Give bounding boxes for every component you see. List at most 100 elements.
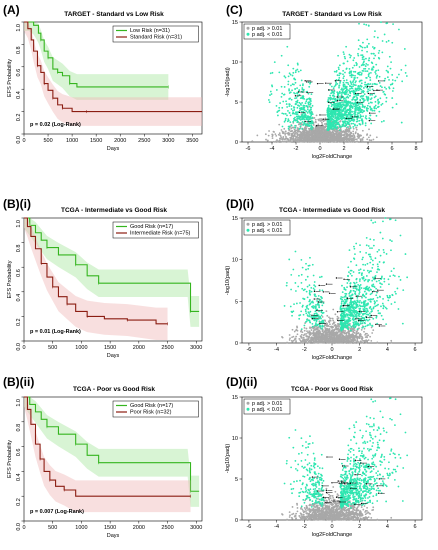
point-nonsignificant (325, 334, 328, 337)
point-significant (383, 93, 386, 95)
point-nonsignificant (361, 138, 364, 141)
point-nonsignificant (283, 132, 285, 135)
point-significant (362, 115, 365, 118)
point-significant (368, 72, 371, 75)
point-significant (330, 122, 333, 125)
point-significant (381, 40, 384, 42)
point-significant (373, 106, 376, 109)
point-significant (332, 97, 335, 100)
point-nonsignificant (312, 134, 315, 137)
point-significant (348, 110, 351, 113)
point-nonsignificant (309, 140, 312, 143)
point-nonsignificant (314, 328, 317, 330)
point-significant (287, 80, 290, 83)
point-nonsignificant (335, 141, 338, 143)
point-nonsignificant (310, 139, 313, 142)
point-nonsignificant (304, 133, 307, 136)
chart-Di: -6 -4 -2 0 2 4 6051015log2FoldChange-log10(pad… (225, 216, 423, 361)
point-significant (380, 120, 383, 123)
point-nonsignificant (314, 120, 317, 123)
point-nonsignificant (315, 126, 318, 129)
point-nonsignificant (296, 333, 299, 336)
point-nonsignificant (356, 341, 359, 344)
point-significant (352, 59, 355, 62)
point-nonsignificant (345, 132, 348, 135)
point-nonsignificant (369, 335, 372, 338)
x-axis-label: Days (107, 533, 120, 539)
point-nonsignificant (355, 126, 357, 129)
point-nonsignificant (321, 315, 324, 318)
point-significant (373, 47, 376, 50)
point-nonsignificant (341, 131, 344, 134)
point-nonsignificant (303, 339, 305, 342)
point-significant (364, 67, 367, 70)
point-significant (343, 116, 346, 119)
point-significant (358, 280, 361, 282)
point-significant (352, 122, 355, 125)
point-significant (358, 119, 361, 122)
point-significant (337, 116, 340, 119)
point-significant (385, 100, 388, 103)
point-significant (309, 108, 312, 111)
point-nonsignificant (266, 139, 269, 142)
point-significant (363, 93, 366, 96)
point-nonsignificant (312, 124, 315, 126)
point-significant (308, 97, 311, 100)
y-tick-label: 0.0 (16, 136, 22, 144)
legend-box (112, 221, 199, 239)
point-nonsignificant (271, 137, 274, 139)
point-nonsignificant (304, 129, 307, 132)
point-significant (349, 100, 351, 103)
point-significant (298, 109, 301, 112)
point-nonsignificant (349, 327, 352, 330)
y-tick-label: 1.0 (16, 399, 22, 407)
point-nonsignificant (281, 140, 284, 143)
point-significant (294, 124, 297, 127)
x-tick-label: 0 (22, 345, 25, 351)
point-nonsignificant (370, 139, 373, 142)
point-nonsignificant (339, 120, 341, 123)
point-significant (347, 114, 349, 116)
point-significant (387, 39, 390, 42)
point-significant (269, 90, 272, 93)
point-significant (290, 84, 292, 87)
point-significant (382, 90, 385, 93)
point-significant (282, 100, 285, 103)
point-significant (339, 101, 342, 104)
point-significant (404, 253, 407, 255)
point-nonsignificant (276, 139, 278, 141)
point-significant (289, 97, 291, 100)
x-tick-label: 8 (414, 146, 417, 152)
y-tick-label: 0.2 (16, 318, 22, 326)
point-nonsignificant (322, 340, 325, 343)
point-significant (339, 98, 341, 101)
point-significant (290, 108, 293, 110)
point-nonsignificant (295, 328, 298, 331)
point-significant (361, 322, 364, 324)
point-significant (388, 86, 391, 89)
point-significant (301, 101, 304, 104)
point-significant (373, 57, 375, 60)
point-significant (296, 119, 298, 122)
point-significant (379, 97, 382, 100)
point-significant (354, 74, 356, 77)
point-significant (301, 128, 304, 130)
point-significant (359, 84, 362, 87)
point-nonsignificant (354, 132, 357, 135)
point-significant (347, 93, 350, 96)
point-significant (303, 324, 306, 327)
point-significant (342, 123, 345, 126)
point-significant (350, 71, 352, 74)
point-nonsignificant (264, 133, 267, 136)
y-axis-label: EFS Probability (7, 59, 13, 97)
point-nonsignificant (289, 130, 292, 133)
y-tick-label: 0.8 (16, 245, 22, 253)
point-significant (353, 300, 356, 303)
point-significant (338, 104, 341, 106)
point-significant (392, 23, 394, 26)
chart-title-a: TARGET - Standard vs Low Risk (64, 11, 164, 18)
point-significant (370, 61, 373, 64)
point-nonsignificant (338, 330, 340, 333)
legend-entry: Intermediate Risk (n=75) (130, 231, 191, 237)
point-significant (372, 276, 374, 279)
